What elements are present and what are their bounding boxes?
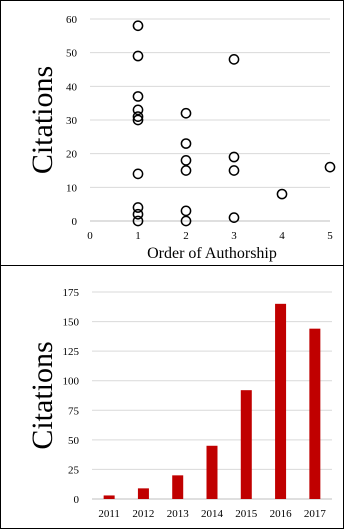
y-tick-label: 60 <box>66 14 78 26</box>
scatter-point <box>277 189 286 198</box>
y-axis-title: Citations <box>26 66 59 174</box>
bar <box>138 488 149 499</box>
x-tick-label: 5 <box>327 230 333 242</box>
y-tick-label: 0 <box>72 216 78 228</box>
y-tick-label: 0 <box>74 494 80 506</box>
bar <box>207 446 218 499</box>
scatter-panel: 0 10 20 30 40 50 60 0 1 2 3 4 5 Order of Authorship Ci… <box>0 0 344 266</box>
scatter-point <box>181 166 190 175</box>
scatter-point <box>181 206 190 215</box>
y-tick-label: 20 <box>66 149 78 161</box>
x-tick-label: 2017 <box>304 508 327 520</box>
y-tick-label: 150 <box>63 317 80 329</box>
bar-panel: 0 25 50 75 100 125 150 175 2011 2012 2013 2014 2015 2… <box>0 265 344 529</box>
scatter-point <box>181 109 190 118</box>
scatter-point <box>133 92 142 101</box>
x-tick-label: 2014 <box>201 508 224 520</box>
scatter-point <box>181 139 190 148</box>
x-tick-label: 0 <box>87 230 93 242</box>
bar-chart: 0 25 50 75 100 125 150 175 2011 2012 2013 2014 2015 2… <box>1 266 345 530</box>
x-tick-label: 2015 <box>235 508 258 520</box>
x-tick-label: 4 <box>279 230 285 242</box>
bar <box>104 495 115 499</box>
y-tick-label: 10 <box>66 182 78 194</box>
x-tick-label: 2011 <box>98 508 120 520</box>
bar <box>241 390 252 499</box>
x-tick-label: 2012 <box>132 508 154 520</box>
y-tick-label: 75 <box>68 405 80 417</box>
x-tick-label: 2016 <box>270 508 293 520</box>
scatter-point <box>133 169 142 178</box>
x-axis-title: Order of Authorship <box>147 245 277 262</box>
scatter-chart: 0 10 20 30 40 50 60 0 1 2 3 4 5 Order of Authorship Ci… <box>1 1 345 267</box>
scatter-point <box>229 55 238 64</box>
y-axis-title: Citations <box>26 341 59 449</box>
y-tick-label: 50 <box>66 48 78 60</box>
bar <box>309 329 320 499</box>
x-tick-label: 2013 <box>167 508 190 520</box>
scatter-point <box>325 163 334 172</box>
y-tick-label: 125 <box>63 346 80 358</box>
y-tick-label: 100 <box>63 376 80 388</box>
bar <box>275 304 286 499</box>
y-tick-label: 50 <box>68 435 80 447</box>
x-tick-label: 2 <box>183 230 189 242</box>
scatter-point <box>181 156 190 165</box>
x-tick-label: 1 <box>135 230 141 242</box>
y-tick-label: 30 <box>66 115 78 127</box>
y-tick-label: 25 <box>68 464 80 476</box>
scatter-point <box>133 21 142 30</box>
y-tick-label: 175 <box>63 287 80 299</box>
scatter-point <box>229 166 238 175</box>
x-tick-label: 3 <box>231 230 237 242</box>
bar <box>172 475 183 499</box>
y-tick-label: 40 <box>66 81 78 93</box>
